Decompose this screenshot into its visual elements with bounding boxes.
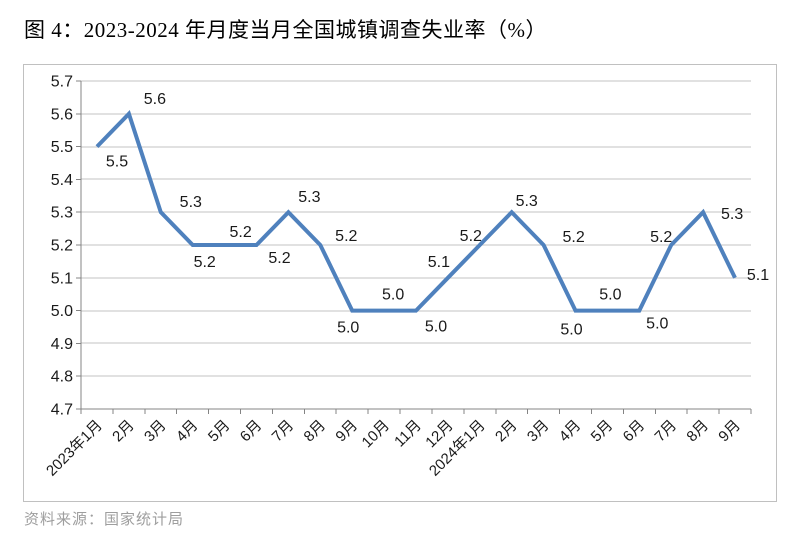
data-point-label: 5.0 <box>599 287 621 304</box>
unemployment-rate-series-line <box>95 110 737 313</box>
x-axis-tick-label: 9月 <box>332 417 361 446</box>
x-axis-tick-label: 7月 <box>652 417 681 446</box>
x-axis-tick-label: 9月 <box>715 417 744 446</box>
y-axis-tick-label: 4.7 <box>51 402 73 419</box>
x-axis-tick-label: 3月 <box>141 417 170 446</box>
x-axis-tick-label: 2月 <box>492 417 521 446</box>
data-point-label: 5.6 <box>144 91 166 108</box>
x-axis-tick-label: 11月 <box>391 417 425 451</box>
y-axis-tick-label: 4.9 <box>51 336 73 353</box>
y-axis-tick-label: 5.0 <box>51 303 73 320</box>
data-point-label: 5.1 <box>747 267 769 284</box>
x-axis-tick-label: 4月 <box>556 417 585 446</box>
x-axis-tick-label: 6月 <box>237 417 266 446</box>
y-axis-tick-label: 5.4 <box>51 172 73 189</box>
x-axis-tick-label: 8月 <box>301 417 330 446</box>
y-axis-tick-label: 5.6 <box>51 106 73 123</box>
data-point-label: 5.3 <box>180 194 202 211</box>
unemployment-rate-line-chart: 4.7 4.8 4.9 5.0 5.1 5.2 5.3 5.4 5.5 5.6 5.7 2023年1月… <box>23 64 777 502</box>
x-axis-tick-label: 4月 <box>173 417 202 446</box>
data-point-label: 5.0 <box>646 316 668 333</box>
data-point-label: 5.2 <box>562 229 584 246</box>
data-point-label: 5.3 <box>516 193 538 210</box>
y-axis-tick-label: 5.2 <box>51 238 73 255</box>
data-point-label: 5.0 <box>382 287 404 304</box>
data-point-label: 5.2 <box>460 228 482 245</box>
chart-canvas: 4.7 4.8 4.9 5.0 5.1 5.2 5.3 5.4 5.5 5.6 5.7 2023年1月… <box>43 74 769 480</box>
y-axis-tick-label: 5.3 <box>51 205 73 222</box>
x-axis-tick-label: 10月 <box>358 417 392 451</box>
source-note: 资料来源：国家统计局 <box>24 512 185 528</box>
data-point-label: 5.1 <box>428 254 450 271</box>
figure-title: 图 4：2023-2024 年月度当月全国城镇调查失业率（%） <box>24 18 547 42</box>
data-point-label: 5.2 <box>650 229 672 246</box>
x-axis-tick-label: 5月 <box>588 417 617 446</box>
x-axis-tick-label: 7月 <box>269 417 298 446</box>
data-point-label: 5.2 <box>194 254 216 271</box>
data-point-label: 5.0 <box>425 319 447 336</box>
data-point-label: 5.0 <box>560 322 582 339</box>
data-point-label: 5.5 <box>106 154 128 171</box>
y-axis-tick-label: 5.1 <box>51 270 73 287</box>
x-axis-tick-label: 2月 <box>109 417 138 446</box>
data-point-label: 5.2 <box>229 224 251 241</box>
x-axis-tick-label: 8月 <box>683 417 712 446</box>
data-point-label: 5.2 <box>268 250 290 267</box>
x-axis-tick-label: 6月 <box>620 417 649 446</box>
y-axis-tick-label: 5.5 <box>51 139 73 156</box>
y-axis-tick-label: 4.8 <box>51 369 73 386</box>
data-point-label: 5.3 <box>721 206 743 223</box>
data-point-label: 5.2 <box>335 228 357 245</box>
x-axis-tick-label: 5月 <box>205 417 234 446</box>
data-point-label: 5.0 <box>337 320 359 337</box>
y-axis-tick-label: 5.7 <box>51 74 73 91</box>
data-point-label: 5.3 <box>298 189 320 206</box>
x-axis-tick-label: 3月 <box>524 417 553 446</box>
x-axis-tick-label: 2023年1月 <box>43 417 106 480</box>
